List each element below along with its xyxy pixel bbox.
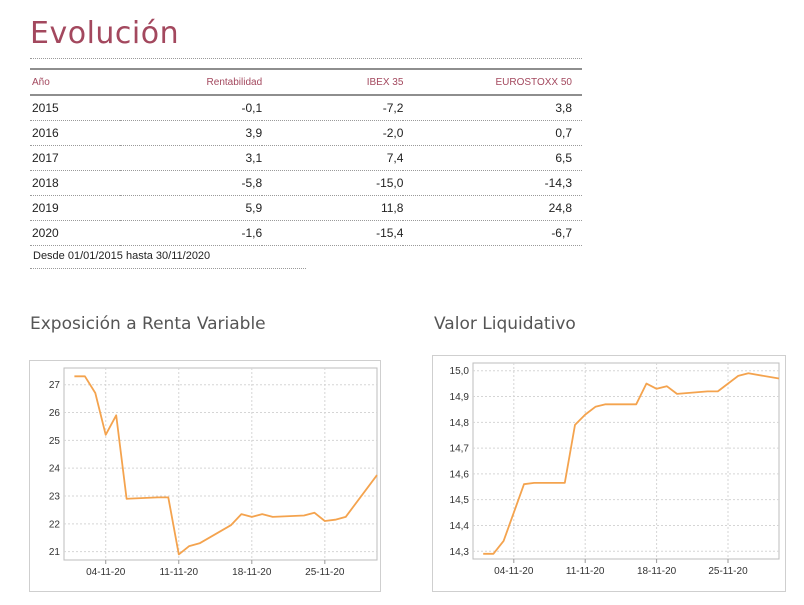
cell-eurostoxx50: 24,8 (403, 195, 582, 221)
cell-eurostoxx50: -6,7 (403, 220, 582, 246)
cell-year: 2016 (30, 120, 120, 146)
exposure-y-tick-label: 24 (49, 464, 61, 475)
returns-table: Año Rentabilidad IBEX 35 EUROSTOXX 50 20… (30, 68, 582, 246)
table-row: 2018 -5,8 -15,0 -14,3 (30, 170, 582, 196)
exposure-y-tick-label: 26 (49, 408, 61, 419)
cell-year: 2019 (30, 195, 120, 221)
exposure-x-tick-label: 04-11-20 (86, 567, 126, 578)
nav-x-tick-label: 18-11-20 (637, 566, 677, 577)
cell-ibex35: -7,2 (262, 95, 404, 121)
cell-eurostoxx50: 0,7 (403, 120, 582, 146)
table-row: 2017 3,1 7,4 6,5 (30, 145, 582, 171)
table-row: 2019 5,9 11,8 24,8 (30, 195, 582, 221)
page-title: Evolución (30, 16, 180, 51)
nav-line-chart: 14,3 14,4 14,5 14,6 14,7 14,8 14,9 15,0 04-11-20… (450, 362, 780, 577)
cell-ibex35: -15,0 (262, 170, 404, 196)
cell-eurostoxx50: 3,8 (403, 95, 582, 121)
cell-year: 2017 (30, 145, 120, 171)
exposure-y-tick-label: 23 (49, 492, 61, 503)
nav-y-tick-label: 14,4 (450, 521, 470, 532)
nav-plot-area (472, 362, 780, 560)
exposure-chart-title: Exposición a Renta Variable (30, 314, 266, 334)
nav-y-tick-label: 14,7 (450, 444, 470, 455)
exposure-line-chart: 21 22 23 24 25 26 27 04-11-20 11-11-20 18-11-20 25… (49, 367, 378, 578)
nav-chart-title: Valor Liquidativo (434, 314, 576, 334)
nav-x-tick-label: 25-11-20 (708, 566, 748, 577)
cell-ibex35: 7,4 (262, 145, 404, 171)
cell-ibex35: -2,0 (262, 120, 404, 146)
title-divider (30, 58, 582, 59)
cell-rentabilidad: -1,6 (119, 220, 263, 246)
nav-y-tick-label: 14,5 (450, 495, 470, 506)
cell-year: 2020 (30, 220, 120, 246)
exposure-series-line (74, 375, 378, 556)
nav-y-tick-label: 14,9 (450, 392, 470, 403)
nav-chart-frame: 14,3 14,4 14,5 14,6 14,7 14,8 14,9 15,0 04-11-20… (432, 355, 786, 592)
table-row: 2016 3,9 -2,0 0,7 (30, 120, 582, 146)
exposure-chart-frame: 21 22 23 24 25 26 27 04-11-20 11-11-20 18-11-20 25… (29, 360, 381, 592)
cell-rentabilidad: 3,9 (119, 120, 263, 146)
nav-y-tick-label: 14,6 (450, 469, 470, 480)
table-row: 2015 -0,1 -7,2 3,8 (30, 95, 582, 121)
column-header-year: Año (30, 68, 120, 96)
column-header-ibex35: IBEX 35 (262, 68, 404, 96)
cell-eurostoxx50: 6,5 (403, 145, 582, 171)
cell-ibex35: 11,8 (262, 195, 404, 221)
cell-rentabilidad: 5,9 (119, 195, 263, 221)
table-row: 2020 -1,6 -15,4 -6,7 (30, 220, 582, 246)
cell-rentabilidad: -5,8 (119, 170, 263, 196)
exposure-y-tick-label: 21 (49, 547, 61, 558)
cell-year: 2015 (30, 95, 120, 121)
cell-eurostoxx50: -14,3 (403, 170, 582, 196)
exposure-x-tick-label: 11-11-20 (159, 567, 198, 578)
cell-rentabilidad: 3,1 (119, 145, 263, 171)
exposure-y-tick-label: 27 (49, 380, 61, 391)
exposure-x-tick-label: 25-11-20 (305, 567, 345, 578)
nav-y-tick-label: 15,0 (450, 366, 470, 377)
cell-year: 2018 (30, 170, 120, 196)
nav-x-tick-label: 11-11-20 (566, 566, 605, 577)
nav-y-tick-label: 14,3 (450, 547, 470, 558)
exposure-y-tick-label: 22 (49, 519, 61, 530)
nav-x-tick-label: 04-11-20 (494, 566, 534, 577)
column-header-rentabilidad: Rentabilidad (119, 68, 263, 96)
exposure-y-tick-label: 25 (49, 436, 61, 447)
cell-ibex35: -15,4 (262, 220, 404, 246)
footnote-divider (30, 268, 306, 269)
nav-series-line (483, 372, 780, 555)
column-header-eurostoxx50: EUROSTOXX 50 (403, 68, 582, 96)
table-footnote: Desde 01/01/2015 hasta 30/11/2020 (33, 250, 211, 262)
nav-y-tick-label: 14,8 (450, 418, 470, 429)
table-header-row: Año Rentabilidad IBEX 35 EUROSTOXX 50 (30, 68, 582, 96)
exposure-x-tick-label: 18-11-20 (232, 567, 272, 578)
cell-rentabilidad: -0,1 (119, 95, 263, 121)
